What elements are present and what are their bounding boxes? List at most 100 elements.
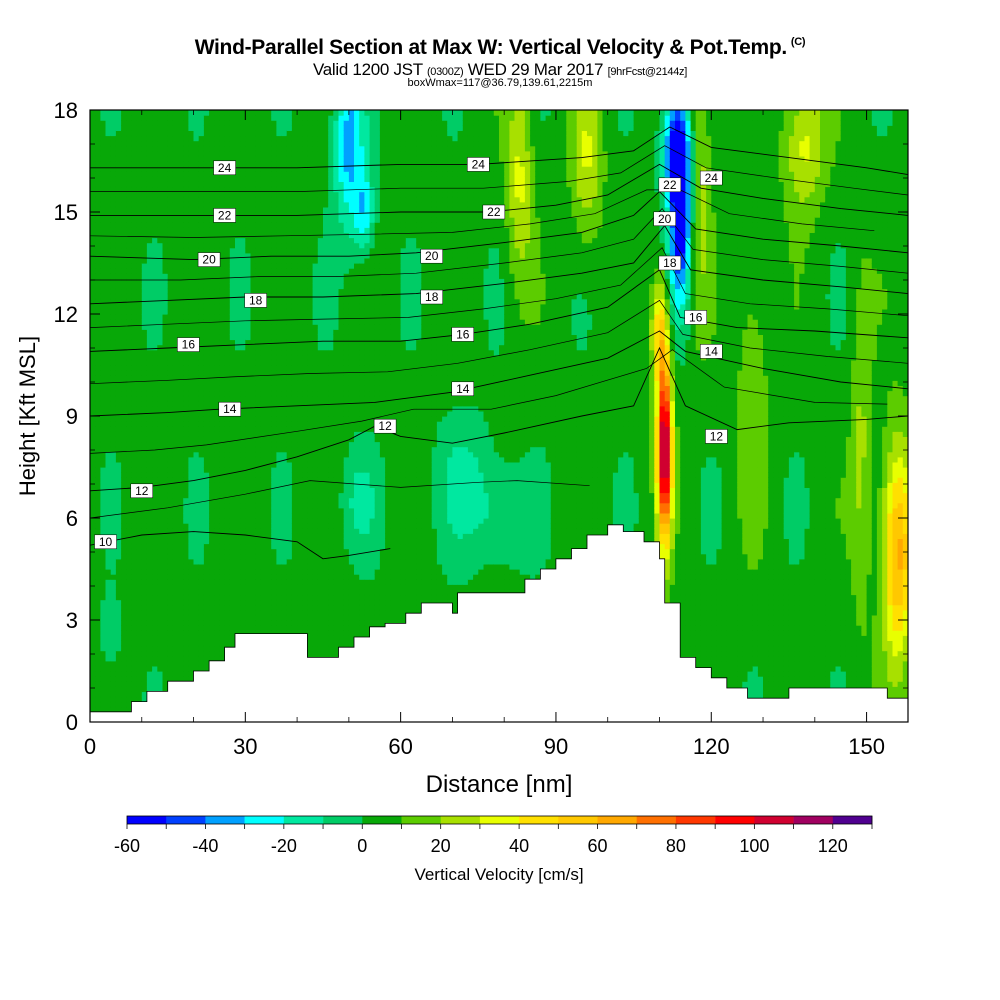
velocity-cell xyxy=(95,314,101,320)
velocity-cell xyxy=(136,630,143,636)
velocity-cell xyxy=(271,252,277,259)
velocity-cell xyxy=(126,604,132,611)
velocity-cell xyxy=(193,492,200,499)
velocity-cell xyxy=(297,288,303,295)
velocity-cell xyxy=(214,191,221,198)
velocity-cell xyxy=(146,161,153,167)
velocity-cell xyxy=(193,191,200,198)
velocity-cell xyxy=(131,110,138,116)
velocity-cell xyxy=(235,120,241,126)
velocity-cell xyxy=(115,579,122,585)
velocity-cell xyxy=(281,584,288,590)
velocity-cell xyxy=(141,609,148,616)
velocity-cell xyxy=(162,436,169,443)
velocity-cell xyxy=(126,359,132,366)
velocity-cell xyxy=(146,110,153,116)
velocity-cell xyxy=(90,217,96,223)
velocity-cell xyxy=(250,507,257,514)
velocity-cell xyxy=(255,176,262,182)
velocity-cell xyxy=(250,456,257,463)
velocity-cell xyxy=(209,492,215,499)
velocity-cell xyxy=(250,405,257,412)
velocity-cell xyxy=(286,365,293,371)
velocity-cell xyxy=(121,354,127,361)
velocity-cell xyxy=(115,451,122,458)
velocity-cell xyxy=(126,467,132,473)
velocity-cell xyxy=(141,135,148,142)
velocity-cell xyxy=(281,543,288,550)
velocity-cell xyxy=(245,441,252,448)
velocity-cell xyxy=(121,512,127,519)
velocity-cell xyxy=(167,553,174,560)
velocity-cell xyxy=(121,405,127,412)
velocity-cell xyxy=(172,217,179,223)
velocity-cell xyxy=(286,354,293,361)
velocity-cell xyxy=(188,492,195,499)
velocity-cell xyxy=(167,339,174,346)
velocity-cell xyxy=(146,171,153,177)
velocity-cell xyxy=(198,365,205,371)
velocity-cell xyxy=(291,502,298,509)
velocity-cell xyxy=(95,329,101,335)
velocity-cell xyxy=(229,242,236,249)
velocity-cell xyxy=(276,375,283,381)
velocity-cell xyxy=(100,405,107,412)
velocity-cell xyxy=(250,217,257,223)
velocity-cell xyxy=(115,589,122,596)
velocity-cell xyxy=(141,120,148,126)
velocity-cell xyxy=(224,594,231,601)
velocity-cell xyxy=(276,538,283,545)
velocity-cell xyxy=(141,650,148,657)
velocity-cell xyxy=(95,553,101,560)
velocity-cell xyxy=(131,227,138,233)
velocity-cell xyxy=(152,426,158,432)
velocity-cell xyxy=(245,161,252,167)
velocity-cell xyxy=(297,370,303,376)
velocity-cell xyxy=(276,150,283,157)
velocity-cell xyxy=(219,186,226,193)
velocity-cell xyxy=(126,660,132,667)
velocity-cell xyxy=(178,293,184,300)
velocity-cell xyxy=(297,456,303,463)
velocity-cell xyxy=(136,543,143,550)
velocity-cell xyxy=(115,400,122,407)
velocity-cell xyxy=(250,528,257,534)
velocity-cell xyxy=(167,217,174,223)
velocity-cell xyxy=(141,324,148,330)
velocity-cell xyxy=(245,502,252,509)
velocity-cell xyxy=(178,145,184,152)
velocity-cell xyxy=(90,574,96,580)
velocity-cell xyxy=(167,512,174,519)
velocity-cell xyxy=(131,451,138,458)
velocity-cell xyxy=(276,145,283,152)
velocity-cell xyxy=(229,308,236,315)
velocity-cell xyxy=(260,599,267,606)
velocity-cell xyxy=(178,497,184,504)
velocity-cell xyxy=(115,176,122,182)
velocity-cell xyxy=(260,115,267,121)
velocity-cell xyxy=(255,344,262,351)
velocity-cell xyxy=(229,477,236,483)
velocity-cell xyxy=(167,400,174,407)
velocity-cell xyxy=(250,365,257,371)
velocity-cell xyxy=(167,212,174,218)
velocity-cell xyxy=(126,201,132,208)
velocity-cell xyxy=(260,609,267,616)
velocity-cell xyxy=(105,314,112,320)
velocity-cell xyxy=(115,431,122,437)
velocity-cell xyxy=(162,538,169,545)
velocity-cell xyxy=(297,482,303,488)
velocity-cell xyxy=(167,252,174,259)
velocity-cell xyxy=(224,380,231,386)
velocity-cell xyxy=(172,558,179,565)
velocity-cell xyxy=(281,426,288,432)
velocity-cell xyxy=(271,594,277,601)
velocity-cell xyxy=(162,594,169,601)
velocity-cell xyxy=(260,344,267,351)
velocity-cell xyxy=(266,329,272,335)
velocity-cell xyxy=(276,278,283,284)
velocity-cell xyxy=(121,533,127,539)
velocity-cell xyxy=(286,161,293,167)
velocity-cell xyxy=(105,120,112,126)
velocity-cell xyxy=(245,212,252,218)
